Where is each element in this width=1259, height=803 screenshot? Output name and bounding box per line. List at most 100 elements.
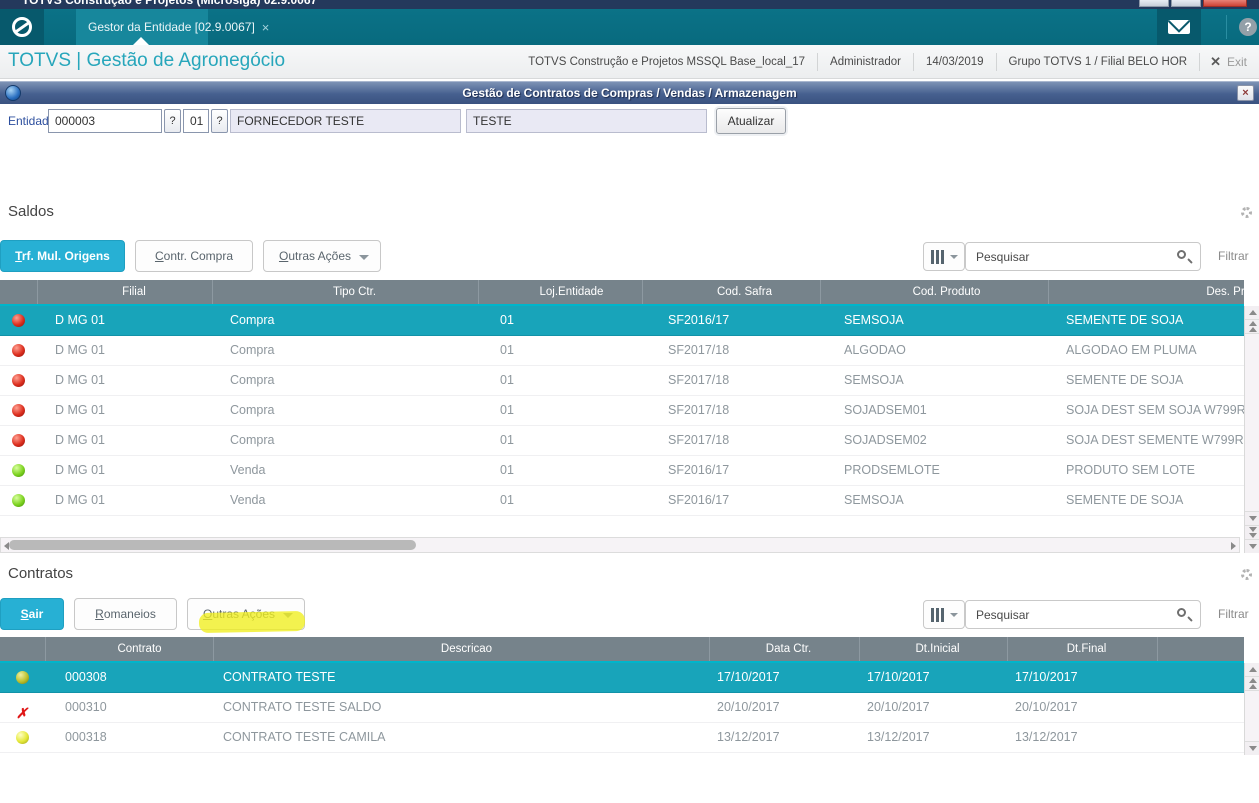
contratos-settings-gear-icon[interactable] [1241,569,1252,580]
help-icon[interactable]: ? [1239,18,1257,36]
header-divider [1199,53,1201,71]
contratos-vertical-scrollbar[interactable] [1244,663,1259,755]
scroll-last-button[interactable] [1245,525,1259,539]
column-header[interactable]: Loj.Entidade [478,280,642,304]
status-icon [12,374,25,387]
scroll-left-icon[interactable] [4,542,9,550]
table-row[interactable]: D MG 01 Venda 01 SF2016/17 SEMSOJA SEMEN… [0,486,1244,516]
column-header[interactable]: Dt.Inicial [859,637,1007,661]
header-divider [995,53,997,71]
cell-des-produto: SOJA DEST SEMENTE W799R [1066,433,1244,447]
chevron-down-icon [283,613,293,618]
table-row[interactable]: D MG 01 Venda 01 SF2016/17 PRODSEMLOTE P… [0,456,1244,486]
cell-filial: D MG 01 [55,373,106,387]
cell-tipo-ctr: Compra [230,373,275,387]
table-row[interactable]: D MG 01 Compra 01 SF2017/18 SOJADSEM01 S… [0,396,1244,426]
chevron-down-icon [949,612,958,617]
columns-icon [930,249,934,264]
status-icon [12,404,25,417]
sair-button[interactable]: Sair [0,598,64,630]
chevron-down-icon [359,255,369,260]
brand-title: TOTVS | Gestão de Agronegócio [8,50,286,71]
table-row[interactable]: 000318 CONTRATO TESTE CAMILA 13/12/2017 … [0,723,1244,753]
contratos-search-input[interactable] [966,601,1166,628]
scrollbar-thumb[interactable] [9,540,416,550]
table-row[interactable]: D MG 01 Compra 01 SF2016/17 SEMSOJA SEME… [0,306,1244,336]
column-header[interactable]: Cod. Produto [820,280,1048,304]
status-icon [16,671,29,684]
scroll-right-icon[interactable] [1231,542,1236,550]
column-header[interactable]: Dt.Final [1007,637,1157,661]
cell-data-ctr: 17/10/2017 [717,670,780,684]
tab-label: Gestor da Entidade [02.9.0067] [88,20,255,34]
entity-store-lookup-button[interactable]: ? [211,109,228,133]
column-header[interactable]: Filial [37,280,212,304]
table-row[interactable]: D MG 01 Compra 01 SF2017/18 SEMSOJA SEME… [0,366,1244,396]
cell-des-produto: ALGODAO EM PLUMA [1066,343,1197,357]
atualizar-button[interactable]: Atualizar [716,108,786,134]
contr-compra-button[interactable]: Contr. Compra [135,240,253,272]
saldos-column-config-button[interactable] [923,242,965,271]
grid-accent-line [0,304,1244,306]
dialog-icon [5,85,21,101]
tab-close-icon[interactable]: × [261,19,270,35]
saldos-vertical-scrollbar[interactable] [1244,306,1259,553]
cell-cod-produto: PRODSEMLOTE [844,463,940,477]
cell-filial: D MG 01 [55,313,106,327]
search-icon [1177,608,1186,617]
contratos-column-config-button[interactable] [923,600,965,629]
scroll-first-button[interactable] [1245,320,1259,334]
entity-shortname-field [466,109,707,133]
scroll-up-button[interactable] [1245,306,1259,320]
scroll-end-button[interactable] [1245,539,1259,553]
cell-dt-inicial: 20/10/2017 [867,700,930,714]
mail-button[interactable] [1157,9,1201,45]
saldos-filter-link[interactable]: Filtrar [1218,249,1249,263]
table-row[interactable]: 000310 CONTRATO TESTE SALDO 20/10/2017 2… [0,693,1244,723]
entity-code-lookup-button[interactable]: ? [164,109,181,133]
scroll-down-button[interactable] [1245,741,1259,755]
cell-tipo-ctr: Compra [230,313,275,327]
cell-filial: D MG 01 [55,493,106,507]
totvs-logo [0,9,44,45]
column-header[interactable] [1157,637,1244,661]
column-header[interactable]: Contrato [45,637,213,661]
window-maximize-button[interactable] [1171,0,1201,7]
column-header[interactable]: Cod. Safra [642,280,820,304]
saldos-search-input[interactable] [966,243,1166,270]
table-row[interactable]: D MG 01 Compra 01 SF2017/18 SOJADSEM02 S… [0,426,1244,456]
table-row[interactable]: 000308 CONTRATO TESTE 17/10/2017 17/10/2… [0,663,1244,693]
company-branch-label: Grupo TOTVS 1 / Filial BELO HOR [1008,56,1188,68]
contratos-search-box [965,600,1201,629]
column-header[interactable]: Data Ctr. [709,637,859,661]
window-close-button[interactable] [1203,0,1247,7]
exit-button[interactable]: ✕ Exit [1200,54,1257,70]
scroll-first-button[interactable] [1245,677,1259,691]
saldos-settings-gear-icon[interactable] [1241,207,1252,218]
column-header[interactable]: Tipo Ctr. [212,280,478,304]
cell-tipo-ctr: Compra [230,403,275,417]
dialog-close-button[interactable]: × [1237,85,1254,101]
trf-mul-origens-button[interactable]: Trf. Mul. Origens [0,240,125,272]
saldos-horizontal-scrollbar[interactable] [0,537,1240,553]
cell-des-produto: SEMENTE DE SOJA [1066,313,1184,327]
scroll-up-button[interactable] [1245,663,1259,677]
window-minimize-button[interactable] [1139,0,1169,7]
contratos-filter-link[interactable]: Filtrar [1218,607,1249,621]
entity-code-field[interactable] [48,109,162,133]
column-header[interactable]: Descricao [213,637,709,661]
scroll-down-button[interactable] [1245,511,1259,525]
table-row[interactable]: D MG 01 Compra 01 SF2017/18 ALGODAO ALGO… [0,336,1244,366]
column-header[interactable]: Des. Pr [1048,280,1244,304]
cell-dt-final: 20/10/2017 [1015,700,1078,714]
cell-loj-entidade: 01 [500,463,514,477]
contratos-outras-acoes-button[interactable]: Outras Ações [187,598,305,630]
cell-descricao: CONTRATO TESTE [223,670,336,684]
status-icon [12,344,25,357]
cell-data-ctr: 13/12/2017 [717,730,780,744]
grid-accent-line [0,661,1244,663]
dialog-title: Gestão de Contratos de Compras / Vendas … [462,86,797,100]
saldos-outras-acoes-button[interactable]: Outras Ações [263,240,381,272]
romaneios-button[interactable]: Romaneios [74,598,177,630]
entity-store-field[interactable] [183,109,209,133]
